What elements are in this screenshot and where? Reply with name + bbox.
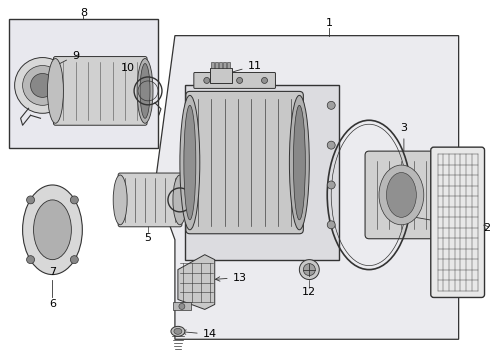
FancyBboxPatch shape (186, 91, 303, 234)
Ellipse shape (174, 328, 182, 334)
Circle shape (71, 196, 78, 204)
Text: 4: 4 (405, 214, 444, 227)
Bar (215, 62, 218, 68)
Ellipse shape (171, 327, 185, 336)
Circle shape (30, 73, 54, 97)
Ellipse shape (379, 165, 424, 225)
Circle shape (15, 58, 71, 113)
Circle shape (26, 256, 34, 264)
Circle shape (327, 102, 335, 109)
Bar (185, 85, 339, 260)
Ellipse shape (180, 95, 200, 230)
Bar (173, 302, 191, 310)
Circle shape (303, 264, 315, 275)
Ellipse shape (184, 105, 196, 220)
Text: 8: 8 (80, 8, 87, 18)
Circle shape (327, 221, 335, 229)
Text: 6: 6 (49, 300, 56, 310)
Circle shape (262, 77, 268, 84)
Text: 11: 11 (224, 60, 262, 75)
FancyBboxPatch shape (194, 72, 275, 89)
Ellipse shape (290, 95, 309, 230)
Text: 9: 9 (46, 50, 79, 71)
Ellipse shape (48, 59, 63, 123)
Text: 10: 10 (121, 63, 135, 73)
Ellipse shape (137, 59, 153, 123)
FancyBboxPatch shape (431, 147, 485, 297)
Ellipse shape (113, 175, 127, 225)
FancyBboxPatch shape (365, 151, 438, 239)
Circle shape (204, 77, 210, 84)
Circle shape (179, 303, 185, 309)
Circle shape (327, 181, 335, 189)
Circle shape (23, 66, 62, 105)
Circle shape (327, 141, 335, 149)
Polygon shape (155, 36, 459, 339)
Ellipse shape (33, 200, 72, 260)
Ellipse shape (140, 63, 150, 118)
FancyBboxPatch shape (53, 57, 147, 125)
Text: 5: 5 (145, 233, 151, 243)
Bar (210, 68, 232, 84)
Circle shape (26, 196, 34, 204)
Circle shape (237, 77, 243, 84)
Text: 12: 12 (302, 287, 317, 297)
Ellipse shape (173, 175, 187, 225)
Circle shape (71, 256, 78, 264)
Bar (9, 19, 158, 148)
Bar (211, 62, 214, 68)
Bar (223, 62, 226, 68)
Text: 7: 7 (49, 267, 56, 276)
Bar (219, 62, 222, 68)
Ellipse shape (387, 172, 416, 217)
Bar (227, 62, 230, 68)
Text: 1: 1 (326, 18, 333, 28)
Polygon shape (178, 255, 215, 309)
FancyBboxPatch shape (118, 173, 182, 227)
Text: 2: 2 (483, 223, 490, 233)
Text: 3: 3 (400, 123, 407, 161)
Ellipse shape (23, 185, 82, 275)
Ellipse shape (294, 105, 305, 220)
Text: 13: 13 (216, 273, 246, 283)
Text: 14: 14 (182, 329, 217, 339)
Circle shape (299, 260, 319, 280)
